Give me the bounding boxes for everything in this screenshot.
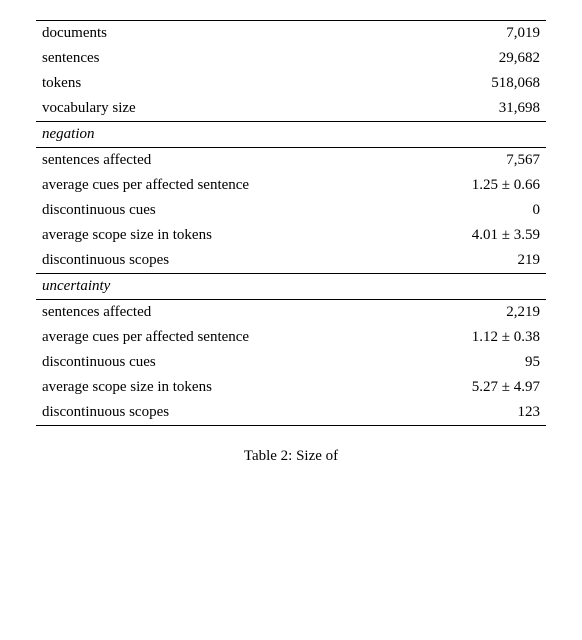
row-value: 2,219 [409, 300, 546, 326]
row-label: discontinuous scopes [36, 400, 409, 426]
table-row: sentences affected 7,567 [36, 148, 546, 174]
section-header-uncertainty: uncertainty [36, 274, 546, 300]
table-row: sentences 29,682 [36, 46, 546, 71]
row-value: 29,682 [409, 46, 546, 71]
row-value: 5.27 ± 4.97 [409, 375, 546, 400]
table-row: discontinuous cues 0 [36, 198, 546, 223]
table-row: documents 7,019 [36, 21, 546, 47]
table-row: sentences affected 2,219 [36, 300, 546, 326]
row-label: discontinuous cues [36, 350, 409, 375]
row-value: 7,019 [409, 21, 546, 47]
row-value: 95 [409, 350, 546, 375]
row-value: 4.01 ± 3.59 [409, 223, 546, 248]
table-row: average cues per affected sentence 1.25 … [36, 173, 546, 198]
section-header-negation: negation [36, 122, 546, 148]
row-label: vocabulary size [36, 96, 409, 122]
row-label: average cues per affected sentence [36, 173, 409, 198]
row-label: sentences affected [36, 300, 409, 326]
table-row: average scope size in tokens 4.01 ± 3.59 [36, 223, 546, 248]
row-value: 518,068 [409, 71, 546, 96]
row-label: discontinuous scopes [36, 248, 409, 274]
row-label: sentences affected [36, 148, 409, 174]
row-value: 1.25 ± 0.66 [409, 173, 546, 198]
row-label: average cues per affected sentence [36, 325, 409, 350]
bottom-rule [36, 426, 546, 435]
row-value: 7,567 [409, 148, 546, 174]
row-value: 31,698 [409, 96, 546, 122]
table-row: vocabulary size 31,698 [36, 96, 546, 122]
row-label: tokens [36, 71, 409, 96]
row-label: documents [36, 21, 409, 47]
corpus-stats-table-wrap: documents 7,019 sentences 29,682 tokens … [36, 20, 546, 465]
row-label: sentences [36, 46, 409, 71]
table-row: discontinuous scopes 123 [36, 400, 546, 426]
row-label: discontinuous cues [36, 198, 409, 223]
table-row: average scope size in tokens 5.27 ± 4.97 [36, 375, 546, 400]
row-value: 123 [409, 400, 546, 426]
row-value: 1.12 ± 0.38 [409, 325, 546, 350]
row-value: 219 [409, 248, 546, 274]
table-row: average cues per affected sentence 1.12 … [36, 325, 546, 350]
table-row: discontinuous scopes 219 [36, 248, 546, 274]
row-label: average scope size in tokens [36, 223, 409, 248]
table-row: discontinuous cues 95 [36, 350, 546, 375]
table-caption: Table 2: Size of [36, 448, 546, 465]
table-row: tokens 518,068 [36, 71, 546, 96]
section-header-row: negation [36, 122, 546, 148]
row-value: 0 [409, 198, 546, 223]
section-header-row: uncertainty [36, 274, 546, 300]
row-label: average scope size in tokens [36, 375, 409, 400]
corpus-stats-table: documents 7,019 sentences 29,682 tokens … [36, 20, 546, 434]
